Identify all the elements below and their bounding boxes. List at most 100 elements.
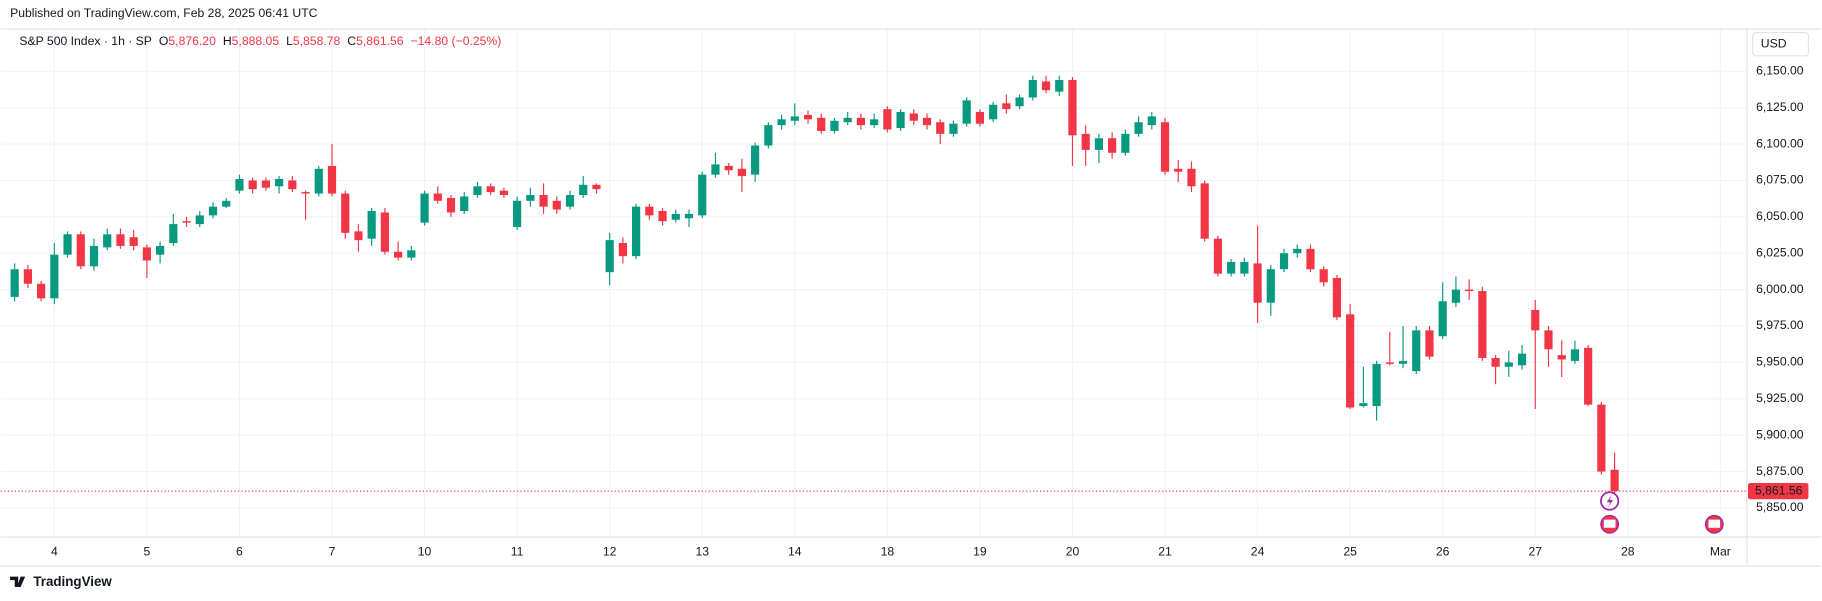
candle-body: [182, 221, 191, 223]
candle-body: [288, 180, 297, 190]
candle-body: [817, 117, 826, 131]
candle-body: [1332, 277, 1342, 318]
candle-body: [1227, 261, 1236, 274]
candle-body: [1610, 469, 1619, 492]
ohlc-value: 5,888.05: [232, 34, 280, 48]
x-tick-label: 21: [1158, 544, 1172, 558]
candle-body: [896, 112, 905, 129]
candle-body: [883, 109, 892, 130]
candle-body: [261, 180, 270, 188]
currency[interactable]: USD: [1761, 36, 1787, 50]
candle-body: [856, 117, 866, 126]
candle-body: [314, 168, 323, 194]
candle-body: [565, 194, 575, 207]
flag: [1708, 519, 1721, 528]
candle-body: [1200, 183, 1209, 239]
candle-body: [579, 184, 588, 195]
candle-body: [420, 193, 429, 223]
candle-body: [1319, 269, 1328, 283]
candle-body: [341, 193, 350, 233]
candle-body: [446, 197, 456, 213]
x-tick-label: 5: [144, 544, 151, 558]
candle-body: [407, 250, 416, 258]
ohlc-value: 5,858.78: [293, 34, 341, 48]
candle-body: [777, 119, 786, 126]
candle-body: [658, 211, 667, 222]
candle-body: [195, 215, 204, 225]
y-tick-label: 5,925.00: [1756, 391, 1804, 405]
candle-body: [803, 114, 813, 120]
ohlc-key: O: [159, 34, 168, 48]
candle-body: [1425, 330, 1434, 357]
candle-body: [698, 174, 707, 216]
y-tick-label: 5,950.00: [1756, 355, 1804, 369]
x-tick-label: 4: [51, 544, 58, 558]
candle-body: [1266, 269, 1275, 303]
candle-body: [618, 243, 628, 257]
candle-body: [1253, 263, 1262, 303]
y-tick-label: 5,875.00: [1756, 464, 1804, 478]
symbol: S&P 500 Index · 1h · SP: [19, 34, 152, 48]
candle-body: [1412, 330, 1421, 372]
candle-body: [394, 251, 403, 258]
candle-body: [552, 200, 561, 210]
candle-body: [1160, 122, 1170, 172]
brand: TradingView: [33, 574, 112, 589]
candle-body: [1002, 103, 1011, 110]
candle-body: [830, 120, 839, 131]
x-tick-label: 10: [418, 544, 432, 558]
candle-body: [1385, 362, 1394, 364]
candle-body: [1187, 168, 1196, 187]
candle-body: [539, 194, 548, 207]
candle-body: [1015, 97, 1024, 107]
last-price-box: [1747, 482, 1809, 500]
candle-body: [129, 237, 138, 246]
candle-body: [354, 231, 363, 241]
candle-body: [1108, 138, 1117, 153]
candle-body: [1279, 253, 1289, 270]
candle-body: [367, 211, 376, 239]
currency-button[interactable]: [1752, 31, 1810, 57]
candle-body: [1094, 138, 1104, 150]
candle-body: [1213, 238, 1223, 274]
candle-body: [975, 112, 985, 124]
candle-body: [724, 165, 733, 171]
candle-body: [1081, 133, 1090, 150]
candle-body: [1359, 403, 1368, 407]
candle-body: [684, 213, 694, 219]
candle-body: [909, 113, 918, 121]
candle-body: [513, 200, 522, 228]
change: −14.80 (−0.25%): [411, 34, 502, 48]
candle-body: [37, 283, 46, 299]
candle-body: [1544, 330, 1553, 350]
x-tick-label: 24: [1251, 544, 1265, 558]
candle-body: [962, 100, 971, 124]
candle-body: [751, 145, 760, 175]
candle-body: [63, 234, 72, 255]
flag: [1603, 519, 1616, 528]
candle-body: [843, 117, 852, 123]
candle-body: [327, 165, 337, 194]
candle-body: [275, 178, 284, 187]
y-tick-label: 6,025.00: [1756, 245, 1804, 259]
ohlc-key: H: [223, 34, 232, 48]
ohlc-key: L: [286, 34, 293, 48]
x-tick-label: Mar: [1710, 544, 1731, 558]
candle-body: [526, 194, 535, 201]
candle-body: [1240, 261, 1249, 274]
x-tick-label: 26: [1436, 544, 1450, 558]
candle-body: [711, 164, 720, 175]
candle-body: [235, 178, 244, 191]
candle-body: [103, 234, 112, 248]
candle-body: [1451, 289, 1461, 303]
y-tick-label: 6,150.00: [1756, 63, 1804, 77]
candle-body: [1028, 80, 1037, 98]
candle-body: [142, 247, 151, 261]
candle-body: [632, 206, 641, 257]
candle-body: [380, 212, 389, 252]
candle-body: [1465, 289, 1474, 292]
published-title: Published on TradingView.com, Feb 28, 20…: [10, 6, 318, 20]
candle-body: [1293, 248, 1302, 254]
candle-body: [870, 119, 879, 126]
